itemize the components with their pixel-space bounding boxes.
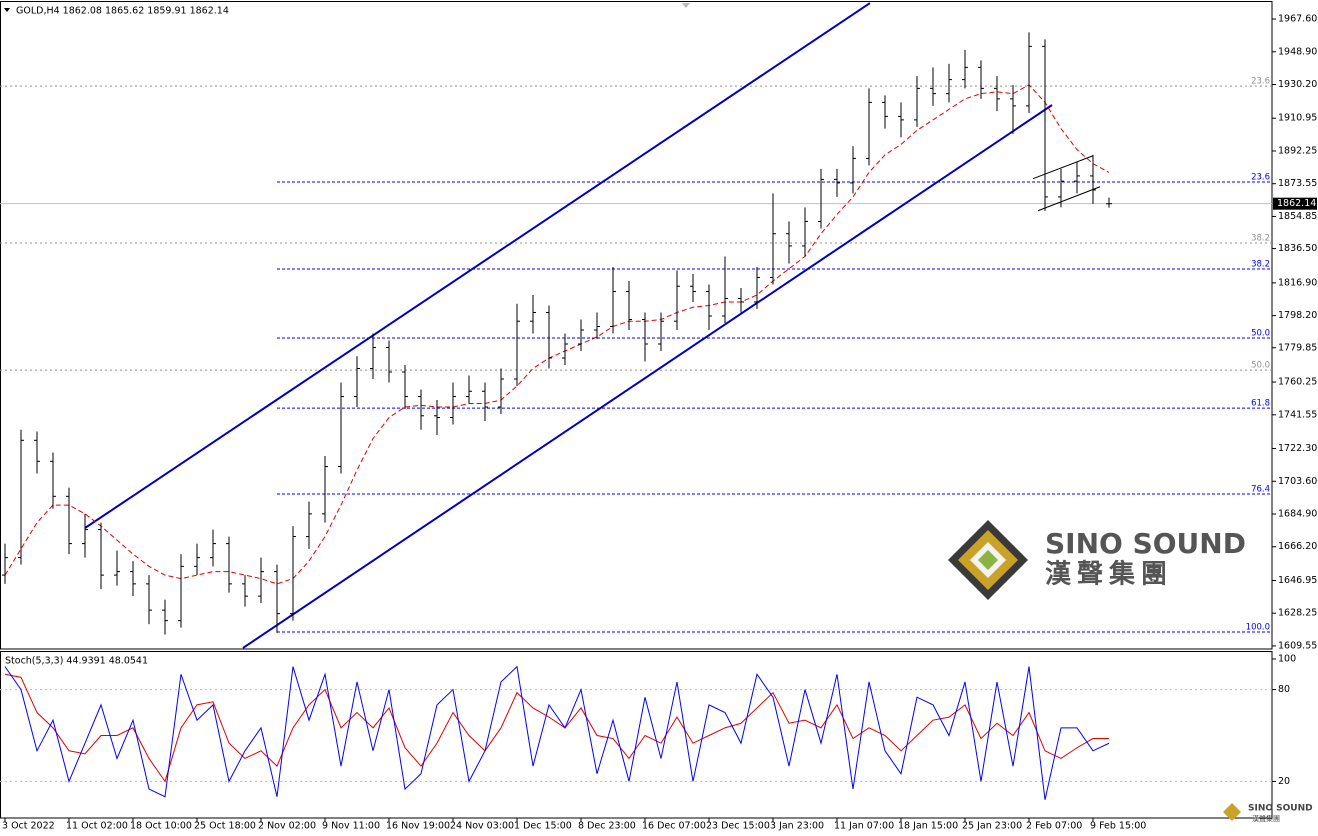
y-tick-label: 1930.20 bbox=[1278, 79, 1317, 90]
fib-label: 76.4 bbox=[1251, 485, 1270, 495]
x-tick-label: 9 Nov 11:00 bbox=[322, 821, 380, 832]
footer-logo: SINO SOUND 漢聲集團 bbox=[1223, 803, 1313, 823]
x-tick-label: 2 Nov 02:00 bbox=[258, 821, 316, 832]
y-tick-label: 1892.25 bbox=[1278, 145, 1317, 156]
y-tick-label: 80 bbox=[1278, 684, 1290, 695]
fib-label: 38.2 bbox=[1251, 260, 1270, 270]
x-tick-label: 18 Jan 15:00 bbox=[898, 821, 958, 832]
x-tick-label: 3 Oct 2022 bbox=[2, 821, 55, 832]
fib-label: 100.0 bbox=[1246, 623, 1270, 633]
y-tick-label: 1836.50 bbox=[1278, 243, 1317, 254]
y-tick-label: 1779.85 bbox=[1278, 342, 1317, 353]
stoch-plot bbox=[4, 665, 1110, 800]
trendline bbox=[84, 2, 871, 529]
stoch-title: Stoch(5,3,3) 44.9391 48.0541 bbox=[5, 656, 148, 667]
watermark-chinese: 漢聲集團 bbox=[1045, 559, 1173, 590]
moving-average bbox=[4, 84, 1110, 585]
fib-label: 50.0 bbox=[1251, 329, 1270, 339]
y-tick-label: 20 bbox=[1278, 776, 1290, 787]
watermark: SINO SOUND 漢聲集團 bbox=[948, 520, 1246, 600]
price-pane-frame bbox=[0, 1, 1273, 650]
fib-label: 61.8 bbox=[1251, 399, 1270, 409]
price-plot: 23.6 38.2 50.0 61.8 76.4 100.0 23.6 38.2 50.0 bbox=[0, 2, 1272, 649]
stoch-line bbox=[4, 665, 1110, 800]
stoch-pane-frame bbox=[0, 651, 1273, 819]
y-tick-label: 1873.55 bbox=[1278, 178, 1317, 189]
fib-label: 50.0 bbox=[1251, 361, 1270, 371]
stoch-line bbox=[4, 673, 1110, 783]
fib-label: 38.2 bbox=[1251, 233, 1270, 243]
footer-chinese: 漢聲集團 bbox=[1252, 814, 1280, 823]
fib-label: 23.6 bbox=[1251, 173, 1270, 183]
x-tick-label: 8 Dec 23:00 bbox=[578, 821, 636, 832]
y-tick-label: 1722.30 bbox=[1278, 443, 1317, 454]
y-tick-label: 1948.90 bbox=[1278, 46, 1317, 57]
x-tick-label: 24 Nov 03:00 bbox=[450, 821, 514, 832]
x-tick-label: 23 Dec 15:00 bbox=[706, 821, 770, 832]
x-tick-label: 16 Nov 19:00 bbox=[386, 821, 450, 832]
x-tick-label: 3 Jan 23:00 bbox=[770, 821, 824, 832]
trendline bbox=[1037, 186, 1101, 212]
x-tick-label: 9 Feb 15:00 bbox=[1090, 821, 1146, 832]
x-tick-label: 25 Jan 23:00 bbox=[962, 821, 1022, 832]
x-tick-label: 25 Oct 18:00 bbox=[194, 821, 256, 832]
y-tick-label: 1760.25 bbox=[1278, 377, 1317, 388]
x-tick-label: 18 Oct 10:00 bbox=[130, 821, 192, 832]
x-tick-label: 11 Jan 07:00 bbox=[834, 821, 894, 832]
y-tick-label: 1816.90 bbox=[1278, 277, 1317, 288]
y-tick-label: 1666.20 bbox=[1278, 541, 1317, 552]
logo-diamond bbox=[1223, 803, 1241, 821]
symbol-marker bbox=[4, 8, 10, 12]
last-price-box bbox=[1273, 197, 1317, 210]
x-tick-label: 2 Feb 07:00 bbox=[1026, 821, 1082, 832]
y-tick-label: 1646.95 bbox=[1278, 575, 1317, 586]
y-tick-label: 100 bbox=[1278, 653, 1296, 664]
x-tick-label: 16 Dec 07:00 bbox=[642, 821, 706, 832]
trendline bbox=[1032, 155, 1094, 180]
y-tick-label: 1703.60 bbox=[1278, 476, 1317, 487]
y-tick-label: 1684.90 bbox=[1278, 509, 1317, 520]
y-tick-label: 1854.85 bbox=[1278, 211, 1317, 222]
y-tick-label: 1609.55 bbox=[1278, 640, 1317, 651]
scroll-marker bbox=[682, 3, 690, 8]
y-tick-label: 1628.25 bbox=[1278, 608, 1317, 619]
fib-label: 23.6 bbox=[1251, 77, 1270, 87]
trendline bbox=[242, 104, 1053, 649]
chart-title: GOLD,H4 1862.08 1865.62 1859.91 1862.14 bbox=[16, 6, 229, 17]
last-price-label: 1862.14 bbox=[1277, 198, 1316, 209]
y-tick-label: 1910.95 bbox=[1278, 113, 1317, 124]
watermark-name: SINO SOUND bbox=[1045, 527, 1246, 560]
logo-diamond bbox=[978, 550, 998, 570]
y-tick-label: 1967.60 bbox=[1278, 14, 1317, 25]
y-tick-label: 1741.55 bbox=[1278, 409, 1317, 420]
footer-name: SINO SOUND bbox=[1248, 804, 1313, 814]
x-tick-label: 1 Dec 15:00 bbox=[514, 821, 572, 832]
x-tick-label: 11 Oct 02:00 bbox=[66, 821, 128, 832]
y-tick-label: 1798.20 bbox=[1278, 310, 1317, 321]
